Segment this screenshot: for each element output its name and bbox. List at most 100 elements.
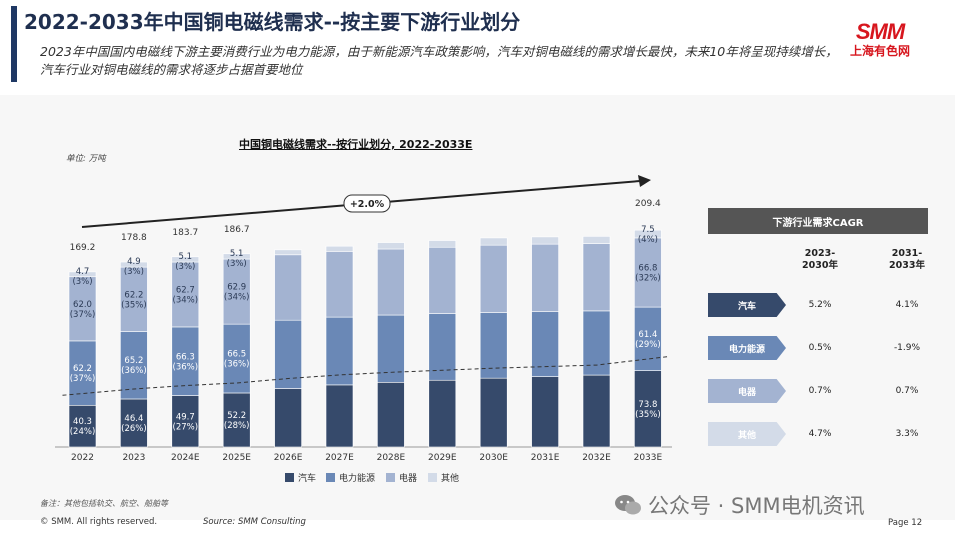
- x-tick-2029E: 2029E: [428, 453, 457, 463]
- cagr-value: 0.7%: [895, 386, 919, 396]
- x-tick-2031E: 2031E: [531, 453, 560, 463]
- bar-其他-2033E: [634, 229, 662, 239]
- data-label-汽车-2024E: 49.7 (27%): [173, 412, 199, 432]
- legend-swatch-电力能源: [326, 473, 335, 482]
- bar-其他-2032E: [582, 236, 611, 244]
- bar-汽车-2028E: [377, 382, 405, 448]
- x-tick-2032E: 2032E: [582, 453, 611, 463]
- bar-电器-2030E: [479, 244, 508, 313]
- bar-汽车-2029E: [428, 379, 457, 448]
- page-subtitle: 2023年中国国内电磁线下游主要消费行业为电力能源，由于新能源汽车政策影响，汽车…: [40, 44, 838, 77]
- x-tick-2026E: 2026E: [274, 453, 303, 463]
- trend-line-qiche: [62, 356, 668, 396]
- bar-汽车-2033E: [634, 370, 662, 448]
- x-tick-2030E: 2030E: [479, 453, 508, 463]
- bar-汽车-2031E: [531, 376, 559, 448]
- copyright: © SMM. All rights reserved.: [40, 517, 158, 527]
- cagr-value: 0.7%: [808, 386, 832, 396]
- x-tick-2022: 2022: [71, 453, 94, 463]
- cagr-row-label: 其他: [708, 422, 786, 446]
- bar-汽车-2027E: [325, 384, 354, 448]
- bar-其他-2031E: [531, 236, 559, 245]
- x-tick-2028E: 2028E: [377, 453, 406, 463]
- watermark: 公众号 · SMM电机资讯: [614, 490, 865, 520]
- legend-swatch-电器: [386, 473, 395, 482]
- bar-电力能源-2031E: [531, 311, 559, 377]
- bar-电器-2028E: [377, 248, 405, 316]
- bar-电器-2029E: [428, 246, 457, 314]
- watermark-text: 公众号 · SMM电机资讯: [648, 494, 865, 518]
- bar-其他-2030E: [479, 237, 508, 246]
- bar-电力能源-2024E: [171, 326, 200, 396]
- chart-panel: [0, 95, 955, 520]
- cagr-label-box: [343, 194, 391, 213]
- cagr-label: +2.0%: [350, 199, 385, 210]
- total-label-2025E: 186.7: [224, 225, 250, 235]
- bar-其他-2028E: [377, 242, 405, 250]
- legend-label-电力能源: 电力能源: [339, 472, 375, 484]
- data-label-其他-2023: 4.9 (3%): [124, 257, 144, 277]
- chart-unit: 单位: 万吨: [66, 154, 106, 164]
- bar-电器-2033E: [634, 237, 662, 308]
- bar-汽车-2030E: [479, 377, 508, 448]
- cagr-value: -1.9%: [893, 343, 921, 353]
- data-label-电器-2022: 62.0 (37%): [70, 300, 96, 320]
- bar-其他-2023: [120, 261, 148, 268]
- legend-swatch-其他: [428, 473, 437, 482]
- cagr-arrow-head: [638, 175, 651, 187]
- bar-汽车-2022: [68, 404, 97, 448]
- bar-电器-2024E: [171, 261, 200, 328]
- x-tick-2027E: 2027E: [325, 453, 354, 463]
- bar-其他-2029E: [428, 240, 457, 248]
- data-label-汽车-2033E: 73.8 (35%): [635, 400, 661, 420]
- data-label-电器-2033E: 66.8 (32%): [635, 263, 661, 283]
- bar-电力能源-2033E: [634, 306, 662, 371]
- cagr-row-label: 电器: [708, 379, 786, 403]
- cagr-row-label: 电力能源: [708, 336, 786, 360]
- data-label-汽车-2025E: 52.2 (28%): [224, 411, 250, 431]
- page-title: 2022-2033年中国铜电磁线需求--按主要下游行业划分: [24, 10, 521, 34]
- bar-电力能源-2023: [120, 331, 148, 400]
- data-label-其他-2024E: 5.1 (3%): [175, 252, 195, 272]
- bar-汽车-2024E: [171, 395, 200, 448]
- source: Source: SMM Consulting: [203, 517, 306, 527]
- bar-其他-2024E: [171, 256, 200, 263]
- x-tick-2024E: 2024E: [171, 453, 200, 463]
- chart-title: 中国铜电磁线需求--按行业划分, 2022-2033E: [239, 138, 473, 151]
- bar-汽车-2032E: [582, 374, 611, 448]
- logo-main-text: SMM: [855, 19, 905, 44]
- data-label-其他-2022: 4.7 (3%): [72, 267, 92, 287]
- bar-电力能源-2028E: [377, 314, 405, 383]
- cagr-value: 3.3%: [895, 429, 919, 439]
- cagr-value: 4.7%: [808, 429, 832, 439]
- data-label-汽车-2022: 40.3 (24%): [70, 417, 96, 437]
- legend-label-其他: 其他: [441, 472, 459, 484]
- data-label-电器-2024E: 62.7 (34%): [173, 285, 199, 305]
- bar-电力能源-2025E: [222, 323, 251, 394]
- cagr-column-header: 2031- 2033年: [889, 248, 925, 271]
- legend-label-汽车: 汽车: [298, 472, 316, 484]
- bar-其他-2025E: [222, 253, 251, 260]
- data-label-汽车-2023: 46.4 (26%): [121, 414, 147, 434]
- bar-电器-2026E: [274, 254, 302, 321]
- bar-电器-2031E: [531, 243, 559, 312]
- total-label-2023: 178.8: [121, 233, 147, 243]
- legend-swatch-汽车: [285, 473, 294, 482]
- bar-汽车-2025E: [222, 392, 251, 448]
- bar-电器-2025E: [222, 258, 251, 325]
- bar-电力能源-2026E: [274, 319, 302, 389]
- x-tick-2023: 2023: [122, 453, 145, 463]
- footnote: 备注：其他包括轨交、航空、船舶等: [40, 499, 168, 508]
- legend-label-电器: 电器: [399, 472, 417, 484]
- x-tick-2025E: 2025E: [222, 453, 251, 463]
- page-number: Page 12: [888, 518, 923, 528]
- bar-电器-2023: [120, 266, 148, 332]
- bar-电力能源-2027E: [325, 316, 354, 386]
- cagr-row-label: 汽车: [708, 293, 786, 317]
- smm-logo: SMM 上海有色网: [842, 19, 918, 59]
- cagr-value: 4.1%: [895, 300, 919, 310]
- total-label-2033E: 209.4: [635, 199, 661, 209]
- data-label-其他-2033E: 7.5 (4%): [638, 225, 658, 245]
- data-label-电力能源-2022: 62.2 (37%): [70, 364, 96, 384]
